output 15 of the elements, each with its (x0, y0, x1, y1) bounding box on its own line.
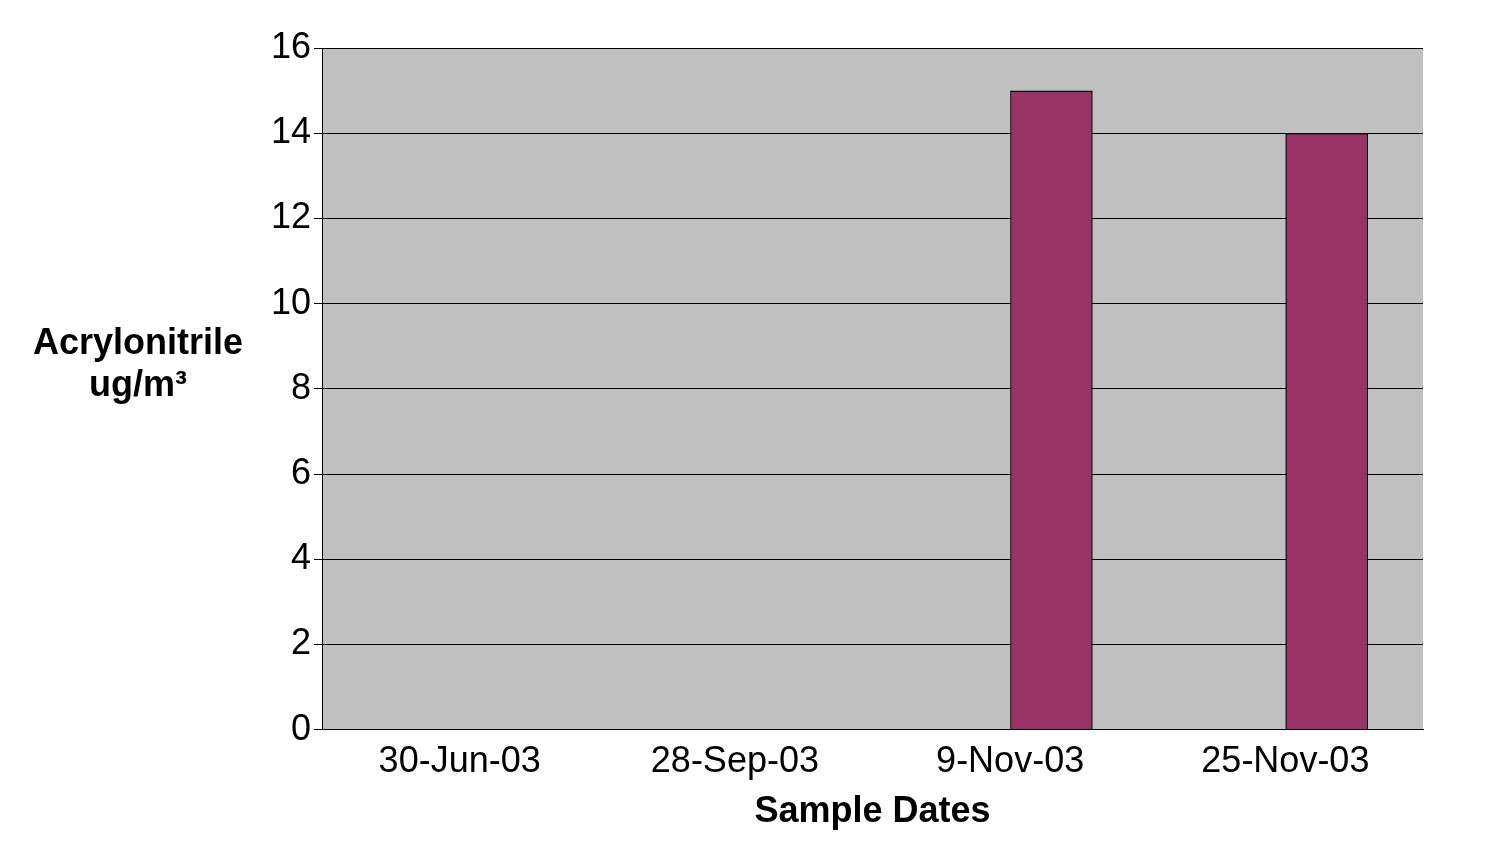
x-tick-label: 25-Nov-03 (1201, 739, 1370, 781)
x-tick-label: 30-Jun-03 (378, 739, 541, 781)
x-tick-label: 9-Nov-03 (936, 739, 1085, 781)
y-tick-label: 10 (271, 280, 312, 322)
y-tick-label: 0 (291, 706, 312, 748)
y-tick-label: 14 (271, 110, 312, 152)
y-tick-label: 12 (271, 195, 312, 237)
y-tick-label: 2 (291, 621, 312, 663)
y-tick-label: 4 (291, 536, 312, 578)
x-axis-title: Sample Dates (754, 789, 991, 831)
y-tick-label: 16 (271, 24, 312, 66)
y-tick-label: 6 (291, 450, 312, 492)
y-tick-label: 8 (291, 365, 312, 407)
x-tick-label: 28-Sep-03 (650, 739, 819, 781)
y-axis-title: Acrylonitrile ug/m³ (31, 321, 245, 405)
